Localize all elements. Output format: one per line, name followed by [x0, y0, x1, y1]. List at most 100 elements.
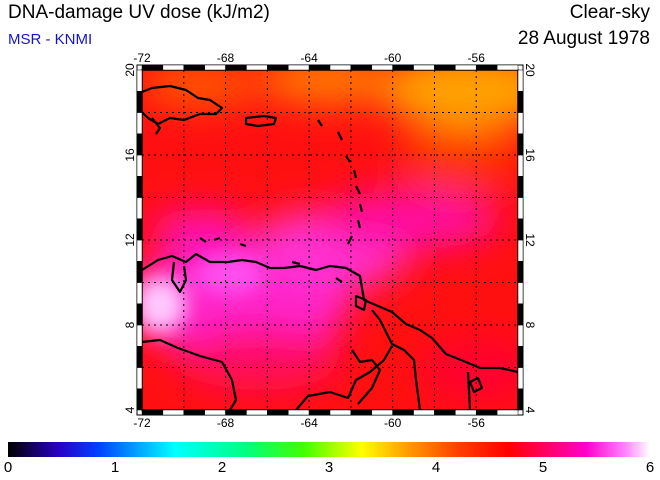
frame-segment	[475, 409, 498, 416]
lon-tick-label: -64	[300, 416, 318, 430]
colorbar-tick-label: 4	[431, 459, 441, 476]
frame-segment	[136, 154, 143, 177]
frame-segment	[350, 409, 373, 416]
frame-segment	[162, 409, 185, 416]
frame-segment	[517, 154, 524, 177]
lon-tick-label: -56	[468, 416, 486, 430]
colorbar-tick-label: 5	[538, 459, 548, 476]
frame-segment	[371, 64, 393, 71]
frame-segment	[329, 409, 352, 416]
frame-segment	[434, 409, 456, 416]
colorbar-tick-label: 6	[645, 459, 655, 476]
coastlines	[142, 84, 518, 410]
frame-segment	[329, 64, 352, 71]
frame-segment	[204, 409, 226, 416]
lat-labels-left: 4 8 12 16 20	[123, 63, 137, 413]
frame-segment	[136, 367, 143, 389]
colorbar-tick-label: 0	[3, 459, 13, 476]
lat-tick-label: 4	[123, 406, 137, 413]
frame-segment	[246, 409, 268, 416]
frame-segment	[136, 112, 143, 134]
colorbar-tick-label: 3	[324, 459, 334, 476]
frame-segment	[225, 409, 247, 416]
sky-condition-label: Clear-sky	[569, 2, 650, 23]
frame-segment	[517, 176, 524, 198]
frame-segment	[496, 409, 519, 416]
lon-tick-label: -72	[133, 416, 151, 430]
frame-segment	[434, 64, 456, 71]
frame-segment	[517, 282, 524, 304]
lon-labels-bottom: -72 -68 -64 -60 -56	[133, 416, 485, 430]
frame-segment	[413, 64, 435, 71]
frame-segment	[136, 282, 143, 304]
frame-segment	[517, 218, 524, 241]
frame-segment	[371, 409, 393, 416]
frame-segment	[308, 64, 331, 71]
frame-segment	[136, 69, 143, 92]
uv-dose-map: -72 -68 -64 -60 -56 -72 -68 -64 -60 -56 4 8 12 16 20…	[123, 51, 537, 430]
frame-segment	[136, 91, 143, 113]
frame-segment	[350, 64, 373, 71]
lat-tick-label: 8	[123, 321, 137, 328]
source-label: MSR - KNMI	[8, 31, 93, 48]
lon-labels-top: -72 -68 -64 -60 -56	[133, 51, 485, 65]
frame-segment	[136, 239, 143, 262]
colorbar-tick-label: 2	[217, 459, 227, 476]
frame-segment	[136, 197, 143, 219]
frame-segment	[517, 261, 524, 283]
frame-segment	[517, 346, 524, 368]
frame-segment	[136, 388, 143, 411]
map-title: DNA-damage UV dose (kJ/m2)	[8, 2, 270, 23]
dose-field	[142, 70, 518, 410]
lat-tick-label: 4	[523, 407, 537, 414]
lon-tick-label: -68	[217, 416, 235, 430]
lon-tick-label: -60	[384, 416, 402, 430]
frame-segment	[136, 176, 143, 198]
frame-segment	[162, 64, 185, 71]
frame-segment	[141, 409, 164, 416]
frame-segment	[517, 303, 524, 326]
lon-tick-label: -60	[384, 51, 402, 65]
frame-segment	[136, 218, 143, 241]
frame-segment	[136, 324, 143, 347]
lat-labels-right: 4 8 12 16 20	[523, 63, 537, 413]
lat-tick-label: 12	[523, 233, 537, 247]
lat-tick-label: 16	[523, 148, 537, 162]
lat-tick-label: 8	[523, 322, 537, 329]
frame-segment	[267, 64, 289, 71]
frame-segment	[225, 64, 247, 71]
frame-segment	[517, 112, 524, 134]
frame-segment	[517, 197, 524, 219]
frame-ticks	[136, 64, 524, 416]
lon-tick-label: -56	[468, 51, 486, 65]
frame-segment	[517, 388, 524, 411]
frame-segment	[287, 64, 310, 71]
frame-segment	[517, 91, 524, 113]
lat-tick-label: 16	[123, 148, 137, 162]
frame-segment	[308, 409, 331, 416]
frame-segment	[136, 303, 143, 326]
colorbar	[8, 442, 650, 457]
frame-segment	[517, 239, 524, 262]
frame-segment	[455, 409, 477, 416]
colorbar-tick-label: 1	[110, 459, 120, 476]
date-label: 28 August 1978	[517, 28, 650, 49]
frame-segment	[455, 64, 477, 71]
frame-segment	[517, 133, 524, 156]
frame-segment	[413, 409, 435, 416]
lon-tick-label: -64	[300, 51, 318, 65]
lon-tick-label: -72	[133, 51, 151, 65]
frame-segment	[183, 64, 205, 71]
frame-segment	[392, 409, 414, 416]
frame-segment	[517, 367, 524, 389]
frame-segment	[517, 69, 524, 92]
frame-segment	[496, 64, 519, 71]
frame-segment	[392, 64, 414, 71]
frame-segment	[246, 64, 268, 71]
frame-segment	[475, 64, 498, 71]
lat-tick-label: 12	[123, 233, 137, 247]
lon-tick-label: -68	[217, 51, 235, 65]
frame-segment	[136, 261, 143, 283]
lat-tick-label: 20	[523, 63, 537, 77]
frame-segment	[136, 346, 143, 368]
